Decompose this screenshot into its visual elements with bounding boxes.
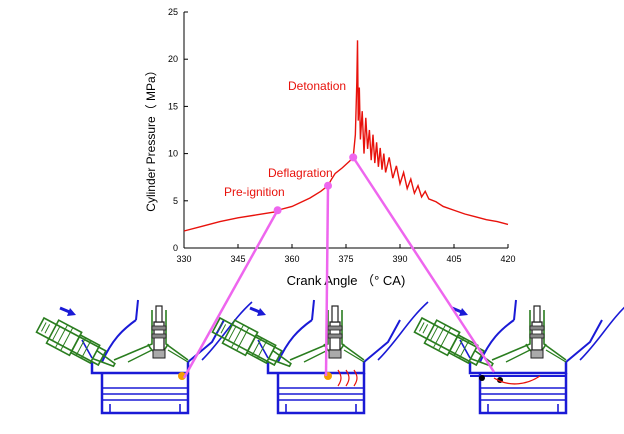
x-tick-label: 375 <box>338 254 353 264</box>
series-pressure-line <box>183 40 509 232</box>
x-axis-label: Crank Angle （° CA) <box>287 273 406 288</box>
marker-deflagration <box>324 181 332 190</box>
marker-detonation <box>349 153 358 162</box>
y-axis-label: Cylinder Pressure（ MPa） <box>144 64 158 211</box>
marker-pre-ignition <box>273 206 282 215</box>
x-tick-label: 420 <box>500 254 515 264</box>
annotation-detonation: Detonation <box>288 79 346 93</box>
y-tick-label: 25 <box>168 7 178 17</box>
annotation-deflagration: Deflagration <box>268 166 333 180</box>
annotation-pre-ignition: Pre-ignition <box>224 185 285 199</box>
engine-schematic-detonation <box>410 298 624 415</box>
x-tick-label: 360 <box>284 254 299 264</box>
y-tick-label: 15 <box>168 101 178 111</box>
y-tick-label: 20 <box>168 54 178 64</box>
y-tick-label: 0 <box>173 243 178 253</box>
x-tick-label: 390 <box>392 254 407 264</box>
plot-axes: 330 345 360 375 390 405 420 0 5 10 15 20 25 <box>168 7 516 264</box>
y-tick-label: 5 <box>173 196 178 206</box>
connector-deflagration <box>324 185 330 377</box>
x-tick-label: 405 <box>446 254 461 264</box>
connector-pre-ignition <box>182 209 279 379</box>
x-tick-label: 330 <box>176 254 191 264</box>
connector-detonation <box>352 156 496 373</box>
engine-schematic-deflagration <box>208 298 430 415</box>
y-tick-label: 10 <box>168 149 178 159</box>
x-tick-label: 345 <box>230 254 245 264</box>
